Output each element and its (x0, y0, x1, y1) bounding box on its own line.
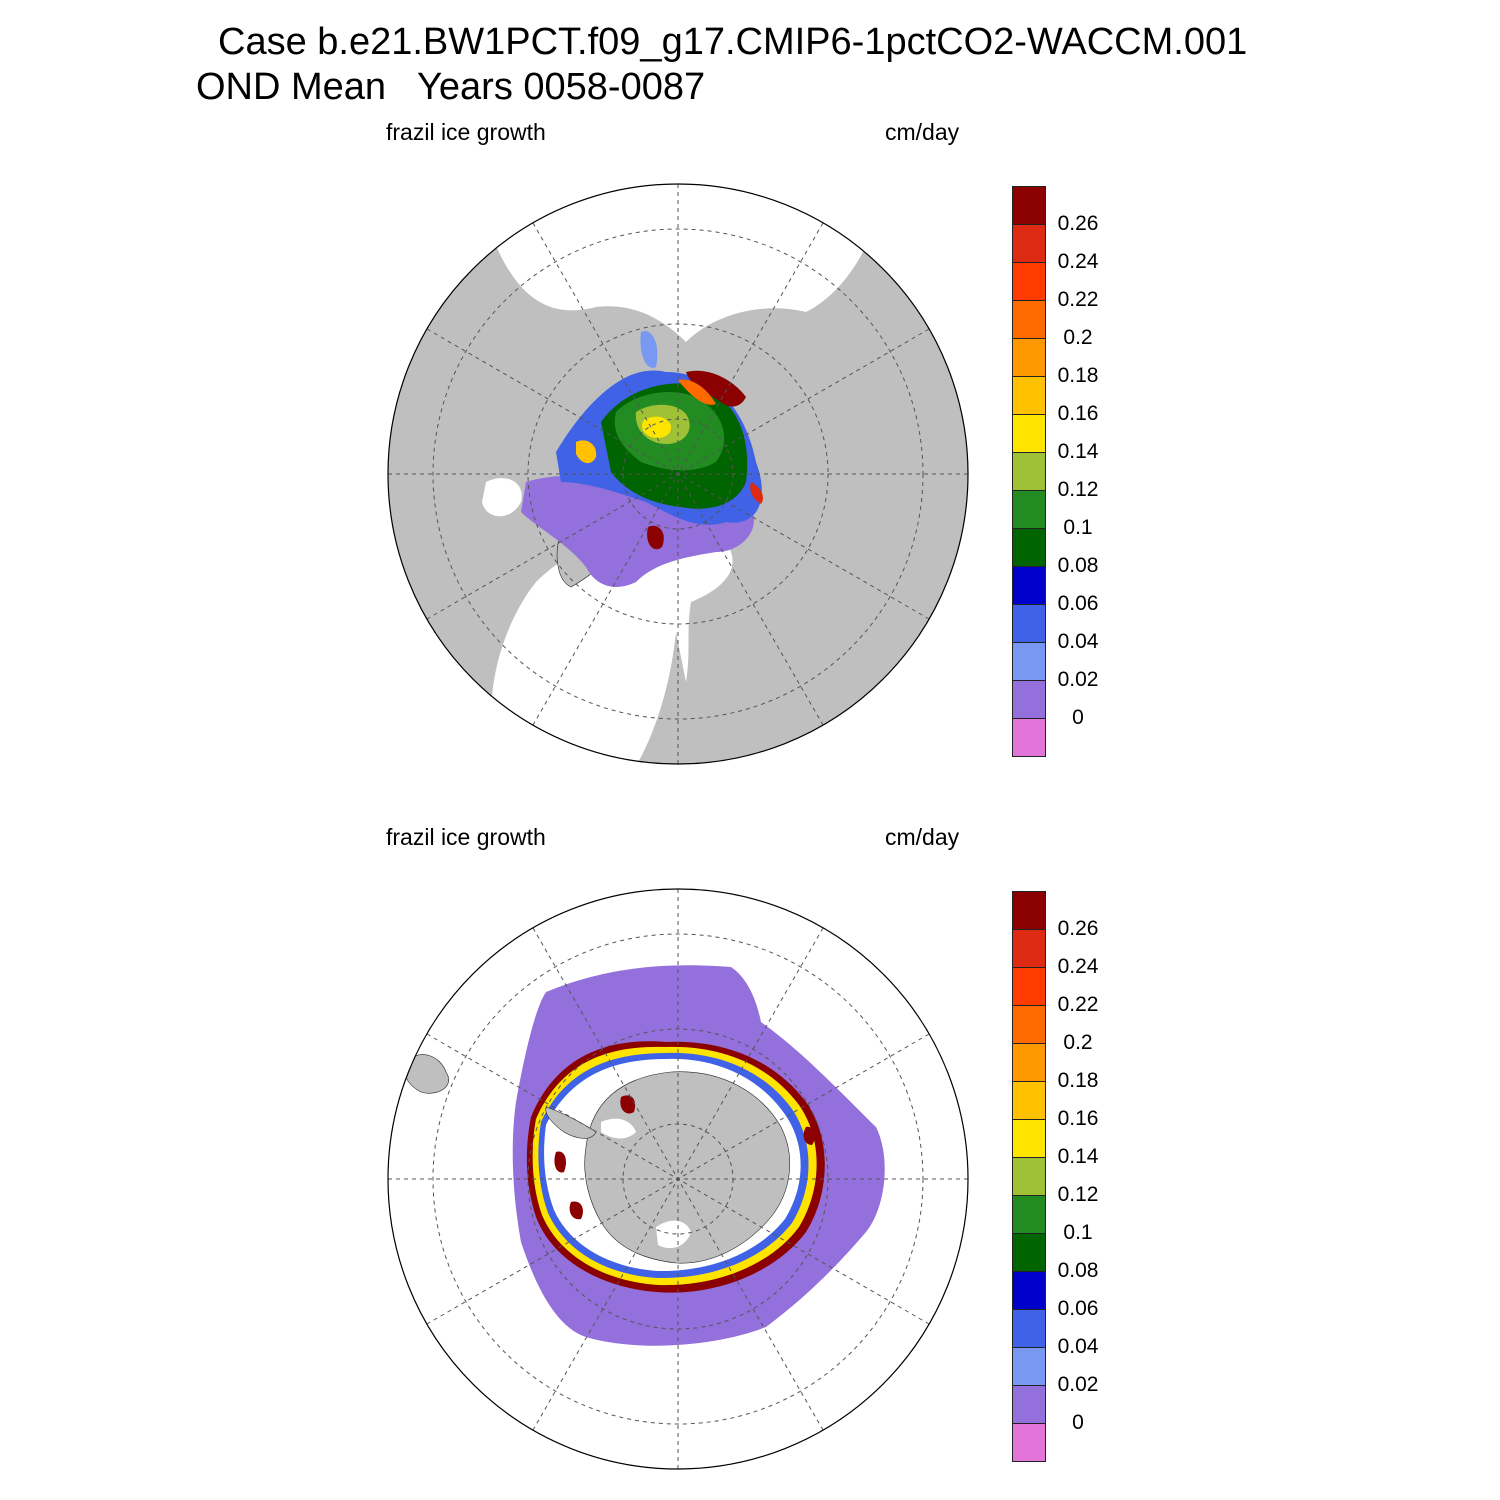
laptev-coast-red (750, 482, 763, 504)
arctic-ice-yellow (642, 416, 672, 438)
colorbar-tick-label: 0.16 (1057, 402, 1099, 425)
colorbar-swatch (1012, 1119, 1046, 1157)
colorbar-swatch (1012, 1271, 1046, 1309)
colorbar-swatch (1012, 338, 1046, 376)
ross-sea-notch (656, 1220, 691, 1249)
south-america-land (404, 1054, 449, 1094)
colorbar-swatch (1012, 1423, 1046, 1462)
antarctic-peninsula (545, 1106, 597, 1139)
colorbar-tick-label: 0.24 (1057, 955, 1099, 978)
bottom-colorbar (1012, 891, 1046, 1462)
map-border (387, 183, 969, 765)
colorbar-swatch (1012, 566, 1046, 604)
colorbar-swatch (1012, 1195, 1046, 1233)
colorbar-tick-label: 0.02 (1057, 1373, 1099, 1396)
colorbar-swatch (1012, 1081, 1046, 1119)
colorbar-tick-label: 0.14 (1057, 440, 1099, 463)
meridian-line-120 (426, 328, 930, 620)
ross-red-patch (569, 1201, 583, 1220)
colorbar-tick-label: 0.08 (1057, 554, 1099, 577)
weddell-red-patch (620, 1095, 636, 1114)
canadian-archipelago-mix (576, 440, 597, 464)
colorbar-swatch (1012, 1347, 1046, 1385)
north-atlantic-ocean (491, 540, 680, 764)
amundsen-red-patch (554, 1151, 567, 1173)
siberian-coast-orange (678, 379, 716, 405)
meridian-line-120-s (426, 1033, 930, 1325)
east-antarctic-red-patch (803, 1126, 815, 1145)
colorbar-swatch (1012, 967, 1046, 1005)
colorbar-tick-label: 0.18 (1057, 1069, 1099, 1092)
colorbar-swatch (1012, 680, 1046, 718)
top-colorbar (1012, 186, 1046, 757)
colorbar-swatch (1012, 604, 1046, 642)
top-panel-units-label: cm/day (885, 119, 960, 145)
bottom-panel-variable-label: frazil ice growth (386, 824, 546, 850)
colorbar-tick-label: 0.02 (1057, 668, 1099, 691)
colorbar-tick-label: 0.26 (1057, 917, 1099, 940)
colorbar-tick-label: 0.08 (1057, 1259, 1099, 1282)
colorbar-swatch (1012, 1005, 1046, 1043)
colorbar-tick-label: 0.2 (1063, 1031, 1093, 1054)
colorbar-swatch (1012, 891, 1046, 929)
colorbar-tick-label: 0.2 (1063, 326, 1093, 349)
colorbar-tick-label: 0.04 (1057, 630, 1099, 653)
barents-coast-red (647, 525, 664, 550)
colorbar-swatch (1012, 186, 1046, 224)
title-line-2: OND Mean Years 0058-0087 (196, 66, 706, 108)
hudson-bay (482, 478, 522, 517)
colorbar-tick-label: 0.18 (1057, 364, 1099, 387)
colorbar-swatch (1012, 1385, 1046, 1423)
colorbar-tick-label: 0.1 (1063, 516, 1093, 539)
colorbar-tick-label: 0 (1072, 1411, 1084, 1434)
colorbar-tick-label: 0.04 (1057, 1335, 1099, 1358)
colorbar-swatch (1012, 929, 1046, 967)
arctic-ice-purple (521, 475, 755, 587)
colorbar-tick-label: 0.14 (1057, 1145, 1099, 1168)
north-atlantic-ocean-ne (656, 531, 733, 682)
colorbar-tick-label: 0 (1072, 706, 1084, 729)
colorbar-swatch (1012, 376, 1046, 414)
colorbar-tick-label: 0.24 (1057, 250, 1099, 273)
colorbar-tick-label: 0.1 (1063, 1221, 1093, 1244)
colorbar-swatch (1012, 1157, 1046, 1195)
colorbar-swatch (1012, 452, 1046, 490)
latitude-circle-50s (432, 933, 924, 1425)
siberian-coast-red (686, 370, 746, 407)
colorbar-swatch (1012, 718, 1046, 757)
antarctic-polar-map (387, 888, 969, 1470)
colorbar-swatch (1012, 224, 1046, 262)
colorbar-tick-label: 0.12 (1057, 478, 1099, 501)
bering-strait-ice (640, 331, 658, 368)
colorbar-tick-label: 0.06 (1057, 1297, 1099, 1320)
colorbar-tick-label: 0.16 (1057, 1107, 1099, 1130)
map-border-s (387, 888, 969, 1470)
latitude-circle-50 (432, 228, 924, 720)
antarctica-land (584, 1071, 790, 1264)
colorbar-swatch (1012, 300, 1046, 338)
title-line-1: Case b.e21.BW1PCT.f09_g17.CMIP6-1pctCO2-… (218, 21, 1248, 63)
arctic-polar-map (387, 183, 969, 765)
colorbar-tick-label: 0.22 (1057, 288, 1099, 311)
colorbar-swatch (1012, 528, 1046, 566)
colorbar-tick-label: 0.22 (1057, 993, 1099, 1016)
colorbar-swatch (1012, 1043, 1046, 1081)
colorbar-swatch (1012, 1233, 1046, 1271)
colorbar-swatch (1012, 262, 1046, 300)
colorbar-swatch (1012, 414, 1046, 452)
weddell-sea-notch (601, 1118, 636, 1139)
top-panel-variable-label: frazil ice growth (386, 119, 546, 145)
colorbar-swatch (1012, 642, 1046, 680)
colorbar-swatch (1012, 1309, 1046, 1347)
colorbar-tick-label: 0.06 (1057, 592, 1099, 615)
colorbar-tick-label: 0.26 (1057, 212, 1099, 235)
bottom-panel-units-label: cm/day (885, 824, 960, 850)
colorbar-swatch (1012, 490, 1046, 528)
colorbar-tick-label: 0.12 (1057, 1183, 1099, 1206)
